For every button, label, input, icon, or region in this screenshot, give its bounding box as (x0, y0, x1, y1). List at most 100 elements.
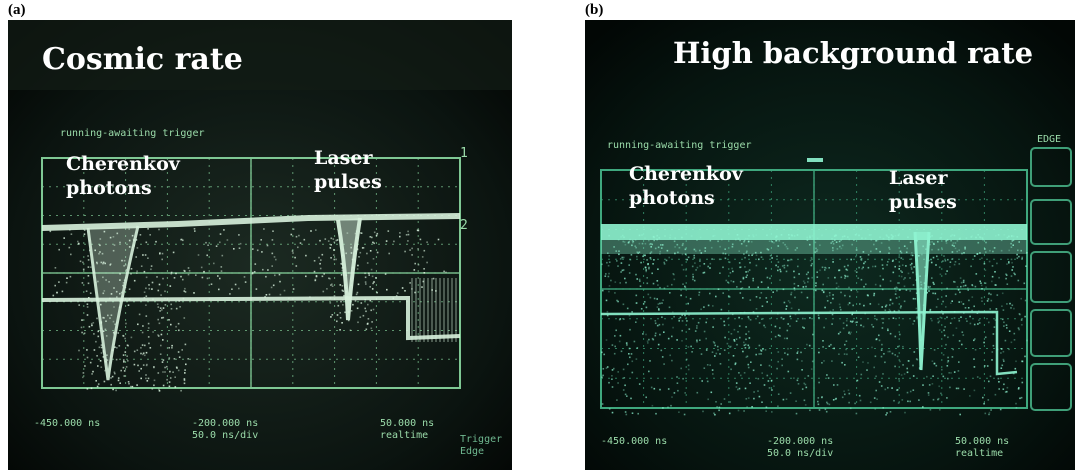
noise-dot (417, 229, 420, 232)
noise-dot (871, 346, 873, 349)
time-right-readout-b: 50.000 ns (955, 436, 1010, 447)
noise-dot (855, 255, 857, 258)
noise-dot (631, 311, 633, 313)
noise-dot (715, 401, 717, 403)
noise-dot (136, 384, 138, 386)
noise-dot (360, 232, 363, 234)
noise-dot (761, 305, 764, 307)
noise-dot (1006, 390, 1008, 393)
noise-dot (973, 255, 976, 257)
noise-dot (779, 270, 782, 273)
noise-dot (164, 290, 166, 293)
noise-dot (651, 337, 654, 340)
noise-dot (181, 349, 183, 351)
noise-dot (748, 286, 750, 288)
noise-dot (1017, 388, 1020, 390)
noise-dot (738, 262, 741, 264)
noise-dot (798, 273, 800, 275)
noise-dot (696, 239, 698, 241)
noise-dot (824, 266, 826, 269)
noise-dot (859, 399, 862, 402)
noise-dot (784, 243, 786, 246)
noise-dot (1018, 387, 1020, 389)
noise-dot (342, 290, 345, 292)
noise-dot (912, 323, 914, 325)
noise-dot (802, 326, 804, 328)
noise-dot (873, 243, 875, 246)
noise-dot (903, 245, 906, 247)
noise-dot (732, 355, 735, 357)
noise-dot (915, 358, 918, 360)
noise-dot (615, 329, 617, 332)
noise-dot (976, 253, 979, 255)
noise-dot (963, 252, 965, 254)
noise-dot (922, 384, 924, 386)
noise-dot (832, 294, 834, 296)
noise-dot (777, 269, 779, 272)
noise-dot (173, 358, 176, 360)
noise-dot (766, 276, 769, 279)
noise-dot (695, 269, 697, 271)
noise-dot (810, 257, 813, 259)
noise-dot (733, 328, 736, 331)
noise-dot (712, 326, 714, 328)
lower-trace (600, 310, 1018, 376)
noise-dot (135, 239, 138, 241)
noise-dot (69, 275, 72, 278)
noise-dot (170, 303, 172, 306)
noise-dot (906, 367, 908, 370)
noise-dot (745, 271, 747, 273)
noise-dot (802, 317, 804, 320)
noise-dot (825, 267, 828, 269)
noise-dot (144, 254, 147, 256)
noise-dot (840, 247, 843, 250)
noise-dot (932, 292, 934, 295)
noise-dot (162, 371, 164, 373)
noise-dot (785, 245, 788, 248)
noise-dot (703, 271, 706, 274)
noise-dot (840, 308, 842, 311)
noise-dot (892, 317, 895, 319)
noise-dot (193, 292, 195, 294)
noise-dot (617, 371, 619, 373)
noise-dot (313, 260, 316, 262)
noise-dot (777, 360, 779, 363)
noise-dot (1010, 307, 1012, 309)
noise-dot (931, 277, 933, 279)
noise-dot (801, 360, 803, 362)
noise-dot (659, 302, 661, 305)
noise-dot (805, 285, 807, 288)
noise-dot (833, 384, 835, 386)
noise-dot (882, 317, 885, 320)
noise-dot (636, 347, 639, 349)
noise-dot (803, 327, 805, 329)
noise-dot (852, 304, 854, 307)
laser-pulse (336, 217, 362, 321)
noise-dots-high-background (601, 234, 1028, 416)
noise-dot (743, 341, 745, 344)
noise-dot (81, 331, 83, 334)
noise-dot (122, 354, 125, 356)
noise-dot (812, 333, 814, 336)
noise-dot (929, 285, 931, 288)
noise-dot (147, 336, 150, 338)
noise-dot (962, 279, 965, 282)
noise-dot (604, 275, 607, 277)
noise-dot (705, 321, 707, 324)
noise-dot (91, 324, 93, 327)
noise-dot (179, 306, 181, 308)
noise-dot (797, 285, 800, 287)
noise-dot (944, 326, 946, 328)
noise-dot (963, 388, 965, 390)
noise-dot (171, 344, 173, 347)
noise-dot (681, 329, 683, 332)
noise-dot (611, 375, 613, 377)
noise-dot (292, 288, 295, 290)
noise-dot (959, 291, 961, 294)
noise-dot (984, 336, 987, 339)
noise-dot (957, 289, 960, 291)
noise-dot (662, 299, 664, 301)
noise-dot (715, 295, 717, 298)
noise-dot (742, 350, 744, 353)
noise-dot (602, 368, 605, 370)
